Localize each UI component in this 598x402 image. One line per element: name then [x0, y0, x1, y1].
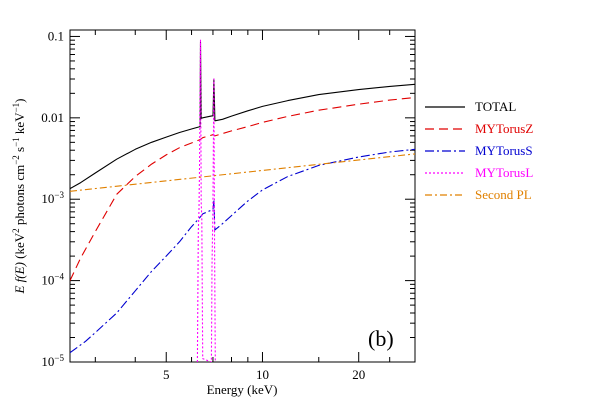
x-tick-label: 20 [352, 367, 365, 382]
x-tick-label: 5 [163, 367, 170, 382]
y-tick-exponent: −5 [54, 353, 64, 363]
y-tick-mantissa: 0.01 [41, 110, 64, 125]
y-tick-mantissa: 10 [41, 191, 54, 206]
x-axis-title: Energy (keV) [207, 382, 278, 397]
series-line-second-pl [70, 153, 415, 192]
series-line-mytorusl [196, 39, 216, 362]
series-line-mytoruss [70, 148, 415, 354]
y-tick-label: 10−3 [41, 190, 64, 206]
y-tick-label: 0.1 [48, 28, 64, 43]
y-tick-mantissa: 0.1 [48, 28, 64, 43]
y-tick-exponent: −3 [54, 190, 64, 200]
y-axis-title: E f(E) (keV2 photons cm−2 s−1 keV−1) [11, 98, 27, 294]
y-tick-mantissa: 10 [41, 354, 54, 369]
y-tick-mantissa: 10 [41, 273, 54, 288]
panel-label: (b) [368, 326, 394, 351]
legend-label: MYTorusS [475, 143, 533, 158]
series-line-total [70, 41, 415, 190]
y-tick-exponent: −4 [54, 272, 64, 282]
axis-ticks [70, 30, 416, 363]
y-tick-label: 10−5 [41, 353, 64, 369]
legend-label: TOTAL [475, 99, 516, 114]
series-lines [70, 39, 415, 362]
plot-frame [69, 29, 416, 363]
series-line-mytorusz [70, 96, 415, 281]
y-tick-label: 10−4 [41, 272, 64, 288]
legend-label: Second PL [475, 187, 532, 202]
legend-label: MYTorusL [475, 165, 533, 180]
x-tick-label: 10 [256, 367, 269, 382]
legend-label: MYTorusZ [475, 121, 533, 136]
legend: TOTAL MYTorusZ MYTorusS MYTorusL Second PL [425, 99, 533, 202]
y-tick-label: 0.01 [41, 110, 64, 125]
